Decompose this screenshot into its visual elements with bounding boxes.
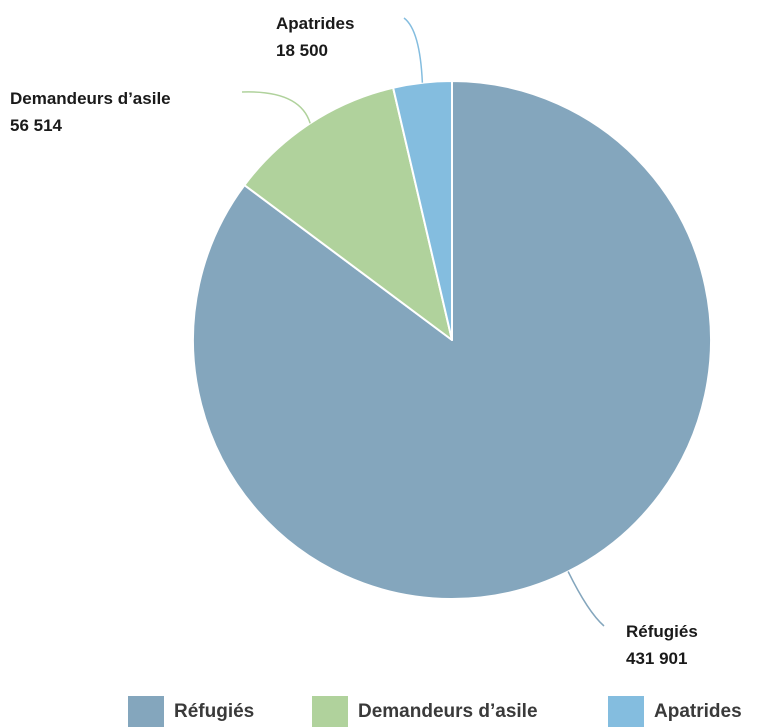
pie-chart: Réfugiés 431 901 Demandeurs d’asile 56 514 A…	[10, 14, 712, 668]
legend-label-apatrides: Apatrides	[654, 700, 742, 722]
leader-line-apatrides	[403, 17, 424, 83]
pie-slice-apatrides	[392, 80, 453, 341]
chart-legend: Réfugiés Demandeurs d’asile Apatrides	[0, 696, 777, 727]
slice-label-refugies: Réfugiés	[626, 622, 698, 641]
slice-value-apatrides: 18 500	[276, 41, 328, 60]
slice-label-demandeurs-d-asile: Demandeurs d’asile	[10, 89, 171, 108]
slice-value-refugies: 431 901	[626, 649, 687, 668]
legend-swatch-apatrides	[608, 696, 644, 727]
pie-slices	[192, 80, 712, 600]
legend-item-refugies: Réfugiés	[128, 696, 254, 727]
leader-lines	[241, 17, 605, 627]
legend-label-refugies: Réfugiés	[174, 700, 255, 722]
slice-label-apatrides: Apatrides	[276, 14, 354, 33]
legend-swatch-demandeurs	[312, 696, 348, 727]
legend-label-demandeurs: Demandeurs d’asile	[358, 700, 538, 722]
legend-swatch-refugies	[128, 696, 164, 727]
leader-line-refugies	[567, 571, 605, 627]
slice-value-demandeurs-d-asile: 56 514	[10, 116, 63, 135]
legend-item-demandeurs: Demandeurs d’asile	[312, 696, 538, 727]
leader-line-demandeurs-d-asile	[241, 91, 311, 124]
slice-labels: Réfugiés 431 901 Demandeurs d’asile 56 514 A…	[10, 14, 698, 668]
legend-item-apatrides: Apatrides	[608, 696, 742, 727]
